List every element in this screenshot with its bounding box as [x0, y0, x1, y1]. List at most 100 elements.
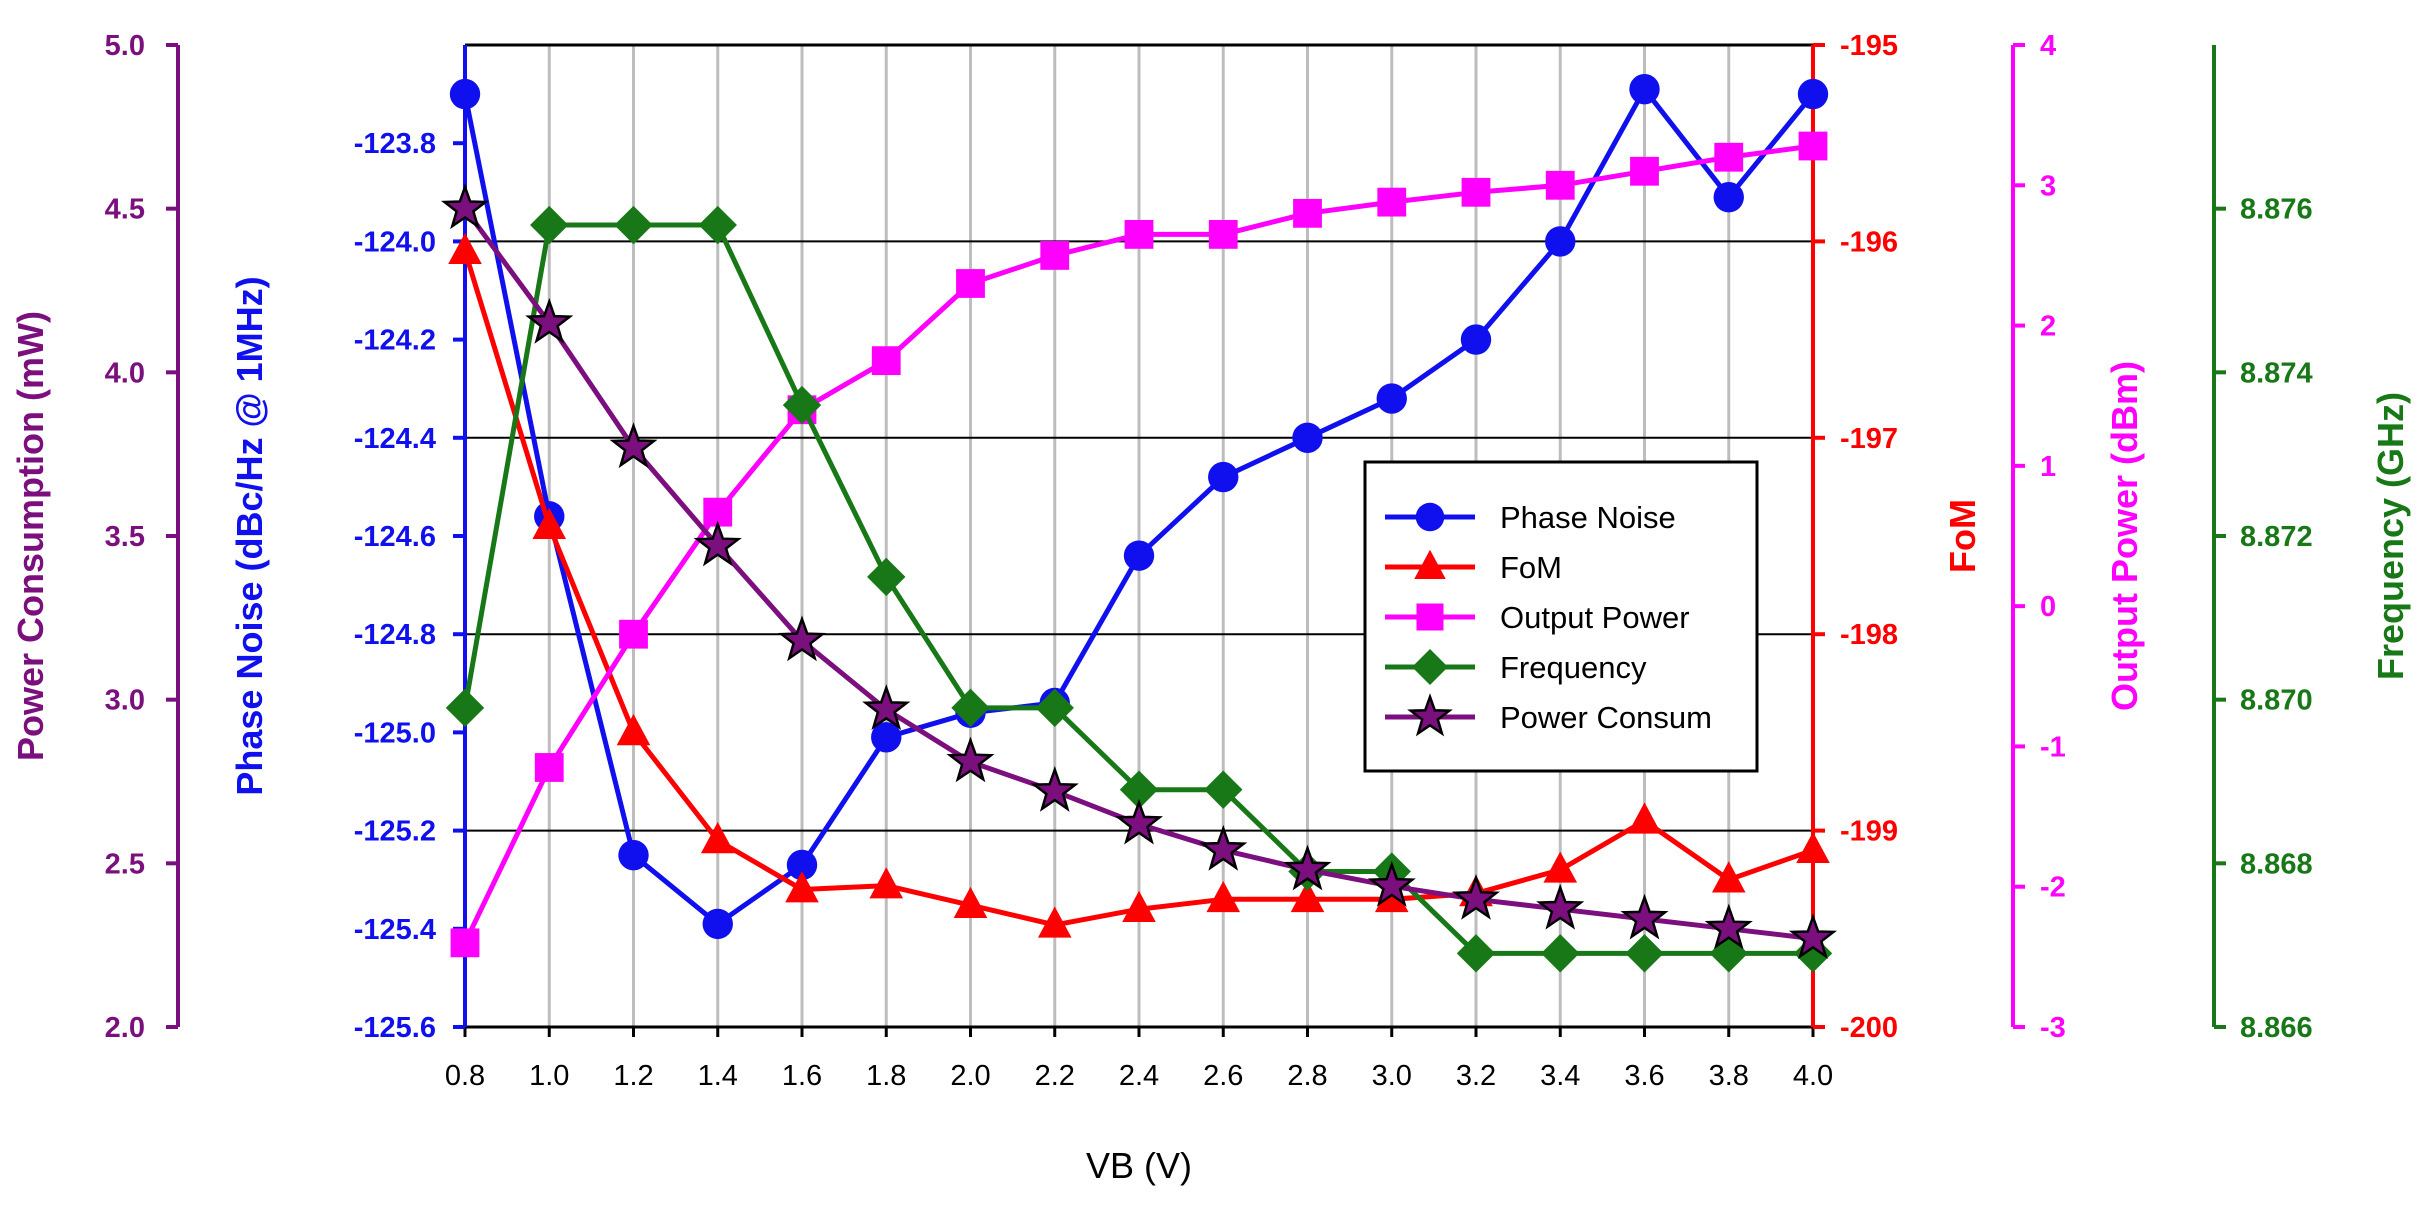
data-point [1367, 860, 1416, 907]
data-point [1796, 831, 1830, 864]
x-tick-label: 1.8 [866, 1060, 906, 1092]
x-tick-label: 2.6 [1203, 1060, 1243, 1092]
legend-item: Power Consum [1385, 693, 1712, 737]
x-tick-label: 1.2 [613, 1060, 653, 1092]
tick-label: 3.5 [105, 521, 145, 553]
axis-title: Output Power (dBm) [2104, 361, 2145, 711]
data-point [956, 269, 985, 298]
data-point [871, 346, 901, 376]
data-point [1788, 913, 1838, 960]
data-point [1545, 226, 1576, 257]
data-point [1627, 802, 1662, 834]
x-tick-label: 3.0 [1372, 1060, 1412, 1092]
data-point [450, 928, 480, 958]
data-point [1123, 540, 1155, 571]
data-point [869, 867, 904, 899]
tick-label: -125.6 [354, 1012, 436, 1044]
tick-label: -195 [1840, 30, 1898, 62]
tick-label: 8.874 [2240, 357, 2313, 389]
data-point [862, 684, 911, 731]
data-point [440, 183, 490, 230]
data-point [1030, 765, 1079, 812]
frequency-axis: 8.866 8.868 8.870 8.872 8.874 8.876 Frequency … [2212, 45, 2411, 1044]
legend-label: Output Power [1500, 600, 1690, 635]
legend-item: Frequency [1385, 649, 1647, 685]
data-point [785, 871, 819, 903]
data-point [700, 822, 735, 854]
tick-label: 4 [2040, 30, 2056, 62]
data-point [1704, 903, 1753, 950]
data-point [1625, 934, 1664, 973]
data-point [1208, 219, 1238, 249]
tick-label: -125.2 [354, 816, 436, 848]
data-point [530, 205, 569, 245]
data-point [1292, 422, 1323, 453]
series-output-power [450, 131, 1828, 958]
data-point [449, 78, 481, 110]
fom-axis: -200 -199 -198 -197 -196 -195 FoM [1811, 30, 1983, 1044]
legend-marker [1407, 693, 1453, 737]
tick-label: -2 [2040, 872, 2066, 904]
data-point [1536, 883, 1585, 930]
tick-label: -124.0 [354, 226, 436, 258]
tick-label: -124.8 [354, 619, 436, 651]
tick-label: -197 [1840, 423, 1898, 455]
tick-label: -125.4 [354, 914, 436, 946]
tick-label: 3 [2040, 170, 2056, 202]
axis-title: FoM [1942, 499, 1983, 573]
data-point [448, 232, 482, 265]
data-point [786, 849, 818, 881]
tick-label: 3.0 [105, 685, 145, 717]
data-point [1630, 156, 1659, 186]
series-power-consum [440, 183, 1838, 960]
tick-label: 8.868 [2240, 848, 2313, 880]
data-point [702, 908, 733, 940]
data-point [1283, 844, 1332, 891]
tick-label: 2 [2040, 311, 2056, 343]
data-point [1119, 770, 1159, 809]
legend-label: Power Consum [1500, 700, 1712, 735]
data-point [1714, 142, 1744, 172]
data-point [534, 753, 564, 782]
x-tick-label: 1.0 [529, 1060, 569, 1092]
data-point [525, 297, 574, 344]
tick-label: -124.2 [354, 325, 436, 357]
tick-label: 2.0 [105, 1012, 145, 1044]
data-point [867, 557, 906, 597]
tick-label: 0 [2040, 591, 2056, 623]
axis-title: Frequency (GHz) [2370, 392, 2411, 680]
data-point [1199, 824, 1248, 871]
tick-label: -125.0 [354, 717, 436, 749]
x-tick-label: 2.4 [1119, 1060, 1159, 1092]
legend-label: Frequency [1500, 650, 1647, 685]
tick-label: 4.5 [105, 194, 145, 226]
data-point [1451, 873, 1501, 920]
axes: 0.8 1.0 1.2 1.4 1.6 1.8 2.0 2.2 2.4 2.6 2.8 3.0 3.2 3… [10, 30, 2411, 1092]
data-point [782, 385, 822, 425]
data-point [953, 886, 988, 919]
data-point [1461, 177, 1491, 207]
data-point [1037, 906, 1072, 938]
data-point [1035, 688, 1074, 728]
tick-label: -124.4 [354, 423, 436, 455]
tick-label: 8.870 [2240, 685, 2313, 717]
legend-item: Output Power [1385, 600, 1690, 635]
data-point [618, 839, 649, 871]
tick-label: 8.866 [2240, 1012, 2313, 1044]
x-tick-label: 3.8 [1709, 1060, 1749, 1092]
x-tick-label: 3.4 [1540, 1060, 1580, 1092]
data-point [616, 714, 651, 746]
data-point [1376, 383, 1407, 414]
legend: Phase Noise FoM Output Power Frequency Power… [1363, 460, 1759, 773]
tick-label: 1 [2040, 451, 2056, 483]
legend-item: Phase Noise [1385, 500, 1676, 535]
x-tick-label: 2.2 [1035, 1060, 1075, 1092]
data-point [951, 688, 990, 728]
data-point [1620, 893, 1669, 940]
data-point [871, 722, 902, 753]
tick-label: -124.6 [354, 521, 436, 553]
x-tick-label: 3.6 [1624, 1060, 1664, 1092]
x-tick-label: 1.4 [698, 1060, 738, 1092]
tick-label: -199 [1840, 816, 1898, 848]
data-point [1124, 219, 1154, 249]
